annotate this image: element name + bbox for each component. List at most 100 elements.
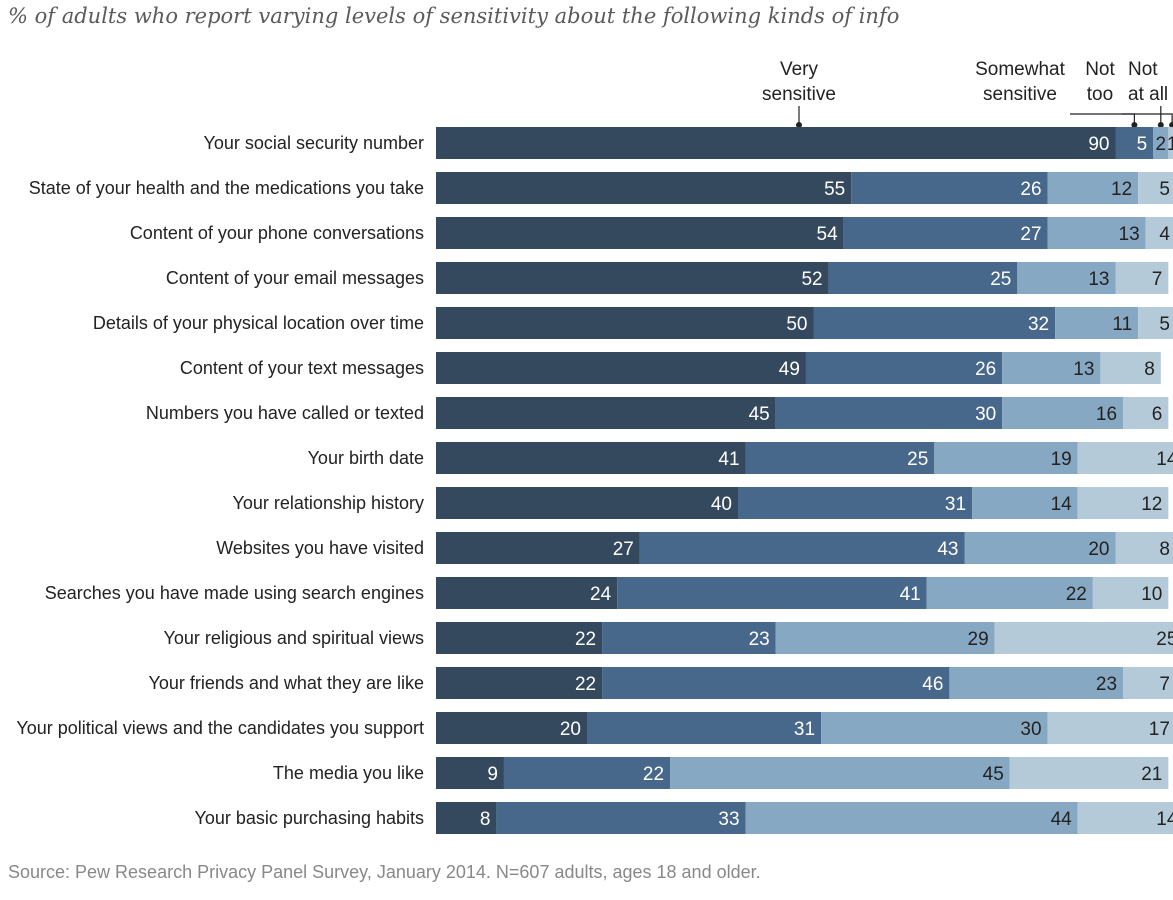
bar-segment-not-too xyxy=(1017,262,1116,294)
bar-segment-not-too xyxy=(821,712,1048,744)
bar-segment-somewhat xyxy=(805,352,1003,384)
value-label: 22 xyxy=(1066,584,1087,605)
bar-segment-very xyxy=(436,802,497,834)
legend-leader-dot xyxy=(1169,122,1173,128)
value-label: 25 xyxy=(907,449,928,470)
value-label: 41 xyxy=(900,584,921,605)
source-note: Source: Pew Research Privacy Panel Surve… xyxy=(8,862,761,882)
bar-row: Your relationship history 40 31 14 12 xyxy=(233,487,1169,519)
value-label: 9 xyxy=(487,764,498,785)
value-label: 52 xyxy=(801,269,822,290)
bars: Your social security number 90 5 2 1 State of… xyxy=(16,127,1173,834)
bar-row: Details of your physical location over t… xyxy=(93,307,1173,339)
bar-segment-not-too xyxy=(934,442,1078,474)
bar-row: Your social security number 90 5 2 1 xyxy=(204,127,1173,159)
value-label: 14 xyxy=(1051,494,1073,515)
value-label: 40 xyxy=(711,494,732,515)
bar-row: The media you like 9 22 45 21 xyxy=(273,757,1169,789)
category-label: Details of your physical location over t… xyxy=(93,313,424,333)
chart-title: % of adults who report varying levels of… xyxy=(8,4,900,28)
bar-segment-very xyxy=(436,217,844,249)
value-label: 31 xyxy=(945,494,966,515)
value-label: 19 xyxy=(1051,449,1072,470)
value-label: 50 xyxy=(786,314,807,335)
value-label: 6 xyxy=(1152,404,1163,425)
bar-segment-somewhat xyxy=(587,712,822,744)
value-label: 11 xyxy=(1112,314,1132,335)
bar-row: Your religious and spiritual views 22 23 29… xyxy=(164,622,1173,654)
bar-segment-not-at-all xyxy=(1009,757,1169,789)
bar-segment-very xyxy=(436,442,746,474)
legend-item-somewhat: Somewhat sensitive xyxy=(975,59,1138,128)
value-label: 30 xyxy=(1020,719,1041,740)
bar-segment-not-too xyxy=(745,802,1078,834)
value-label: 14 xyxy=(1156,449,1173,470)
bar-row: Websites you have visited 27 43 20 8 xyxy=(216,532,1173,564)
bar-segment-not-too xyxy=(1002,352,1101,384)
value-label: 17 xyxy=(1149,719,1170,740)
value-label: 12 xyxy=(1111,179,1132,200)
bar-segment-not-at-all xyxy=(1123,667,1173,699)
value-label: 7 xyxy=(1159,674,1170,695)
bar-segment-not-too xyxy=(670,757,1010,789)
value-label: 22 xyxy=(575,629,596,650)
bar-segment-not-at-all xyxy=(1145,217,1173,249)
bar-segment-not-too xyxy=(1047,217,1146,249)
value-label: 10 xyxy=(1141,584,1162,605)
value-label: 22 xyxy=(643,764,664,785)
legend-label: sensitive xyxy=(983,84,1057,105)
legend-label: at all xyxy=(1128,84,1168,105)
category-label: Your social security number xyxy=(204,133,424,153)
value-label: 14 xyxy=(1156,809,1173,830)
bar-segment-very xyxy=(436,757,504,789)
bar-segment-not-too xyxy=(1002,397,1124,429)
bar-segment-not-too xyxy=(1047,172,1139,204)
bar-segment-not-too xyxy=(1055,307,1139,339)
bar-row: Your political views and the candidates … xyxy=(16,712,1173,744)
bar-row: State of your health and the medications… xyxy=(29,172,1173,204)
value-label: 27 xyxy=(1020,224,1041,245)
legend-leader-dot xyxy=(1157,122,1164,128)
bar-segment-very xyxy=(436,397,776,429)
bar-segment-very xyxy=(436,622,603,654)
value-label: 26 xyxy=(975,359,996,380)
bar-segment-not-at-all xyxy=(1077,802,1173,834)
bar-segment-somewhat xyxy=(617,577,927,609)
bar-row: Your basic purchasing habits 8 33 44 14 xyxy=(195,802,1173,834)
value-label: 4 xyxy=(1159,224,1170,245)
bar-segment-very xyxy=(436,262,829,294)
bar-segment-not-too xyxy=(949,667,1124,699)
value-label: 49 xyxy=(779,359,800,380)
bar-row: Your friends and what they are like 22 46 2… xyxy=(148,667,1173,699)
value-label: 54 xyxy=(817,224,839,245)
bar-row: Searches you have made using search engi… xyxy=(45,577,1169,609)
bar-segment-not-at-all xyxy=(1123,397,1169,429)
value-label: 22 xyxy=(575,674,596,695)
legend-leader-line xyxy=(1070,113,1135,125)
value-label: 16 xyxy=(1096,404,1117,425)
value-label: 12 xyxy=(1141,494,1162,515)
value-label: 27 xyxy=(613,539,634,560)
value-label: 23 xyxy=(1096,674,1117,695)
bar-segment-somewhat xyxy=(602,667,950,699)
bar-segment-not-at-all xyxy=(1168,127,1173,159)
bar-segment-very xyxy=(436,307,814,339)
value-label: 1 xyxy=(1167,134,1173,155)
bar-row: Content of your email messages 52 25 13 7 xyxy=(166,262,1169,294)
value-label: 26 xyxy=(1020,179,1041,200)
value-label: 13 xyxy=(1119,224,1140,245)
category-label: Numbers you have called or texted xyxy=(146,403,424,423)
bar-segment-somewhat xyxy=(1115,127,1154,159)
category-label: Searches you have made using search engi… xyxy=(45,583,424,603)
bar-segment-not-too xyxy=(1153,127,1169,159)
bar-row: Content of your text messages 49 26 13 8 xyxy=(180,352,1161,384)
bar-segment-very xyxy=(436,667,603,699)
bar-segment-not-at-all xyxy=(1138,172,1173,204)
bar-segment-not-too xyxy=(964,532,1116,564)
bar-segment-not-at-all xyxy=(1077,442,1173,474)
bar-segment-not-at-all xyxy=(1100,352,1161,384)
legend-label: sensitive xyxy=(762,84,836,105)
value-label: 24 xyxy=(590,584,612,605)
bar-segment-very xyxy=(436,712,587,744)
